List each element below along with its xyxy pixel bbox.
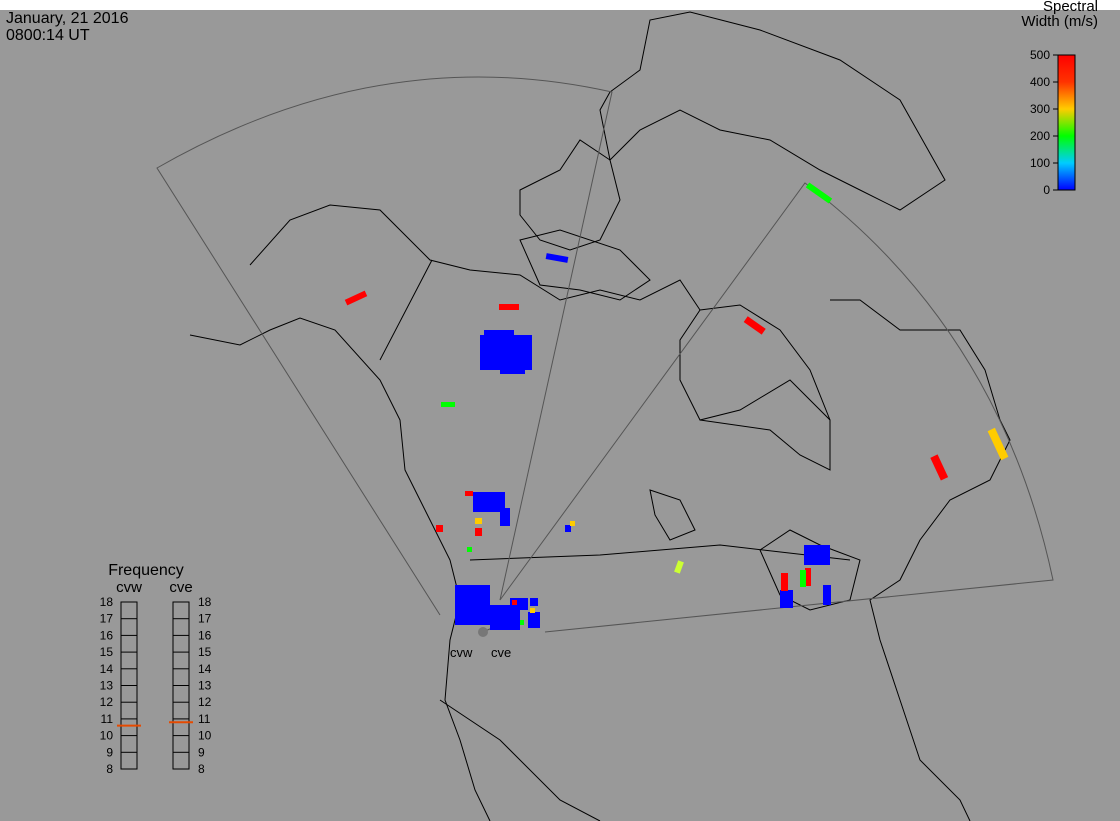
- frequency-tick-label: 11: [101, 712, 114, 726]
- time: 0800:14 UT: [6, 27, 90, 44]
- radar-label: cvw: [450, 645, 473, 660]
- colorbar-tick-label: 500: [1030, 48, 1050, 62]
- frequency-tick-label: 8: [198, 762, 205, 776]
- frequency-title: Frequency: [108, 562, 184, 579]
- frequency-tick-label: 11: [198, 712, 211, 726]
- colorbar-tick-label: 400: [1030, 75, 1050, 89]
- coastlines: [189, 11, 1011, 821]
- frequency-tick-label: 13: [198, 679, 212, 693]
- frequency-tick-label: 15: [198, 645, 212, 659]
- frequency-tick-label: 14: [198, 662, 212, 676]
- frequency-tick-label: 12: [100, 695, 114, 709]
- frequency-radar-name: cve: [169, 579, 192, 596]
- colorbar-tick-label: 200: [1030, 129, 1050, 143]
- radar-site: [478, 627, 488, 637]
- frequency-tick-label: 8: [106, 762, 113, 776]
- frequency-tick-label: 9: [106, 745, 113, 759]
- date: January, 21 2016: [6, 10, 129, 27]
- background: [0, 10, 1120, 821]
- frequency-tick-label: 17: [100, 612, 114, 626]
- colorbar-tick-label: 0: [1043, 183, 1050, 197]
- frequency-tick-label: 15: [100, 645, 114, 659]
- frequency-tick-label: 18: [198, 595, 212, 609]
- radar-label: cve: [491, 645, 511, 660]
- frequency-tick-label: 17: [198, 612, 212, 626]
- colorbar-title: Spectral: [1043, 0, 1098, 15]
- frequency-tick-label: 14: [100, 662, 114, 676]
- frequency-tick-label: 18: [100, 595, 114, 609]
- echoes: [344, 182, 1009, 630]
- frequency-tick-label: 10: [198, 729, 212, 743]
- frequency-tick-label: 9: [198, 745, 205, 759]
- frequency-radar-name: cvw: [116, 579, 142, 596]
- frequency-tick-label: 16: [198, 628, 212, 642]
- frequency-tick-label: 12: [198, 695, 212, 709]
- borders: [379, 259, 851, 561]
- colorbar-title: Width (m/s): [1021, 13, 1098, 30]
- frequency-tick-label: 13: [100, 679, 114, 693]
- frequency-tick-label: 10: [100, 729, 114, 743]
- colorbar-tick-label: 300: [1030, 102, 1050, 116]
- frequency-tick-label: 16: [100, 628, 114, 642]
- colorbar: [1057, 54, 1076, 191]
- colorbar-tick-label: 100: [1030, 156, 1050, 170]
